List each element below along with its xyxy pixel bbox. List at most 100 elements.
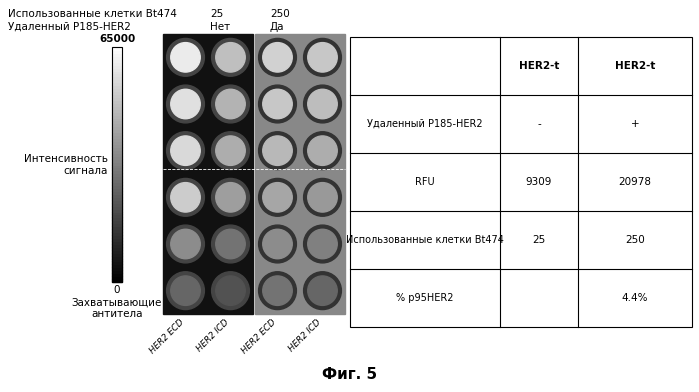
Text: HER2 ICD: HER2 ICD <box>287 318 322 354</box>
Bar <box>112 229 122 232</box>
Circle shape <box>308 183 337 212</box>
Bar <box>112 100 122 103</box>
Bar <box>112 200 122 203</box>
Circle shape <box>303 38 341 76</box>
Bar <box>112 109 122 112</box>
Circle shape <box>308 136 337 165</box>
Bar <box>112 188 122 191</box>
Bar <box>112 241 122 244</box>
Circle shape <box>308 229 337 259</box>
Bar <box>112 273 122 276</box>
Text: HER2 ECD: HER2 ECD <box>147 318 185 356</box>
Circle shape <box>263 229 292 259</box>
Circle shape <box>263 183 292 212</box>
Circle shape <box>166 225 204 263</box>
Circle shape <box>212 225 250 263</box>
Bar <box>112 150 122 153</box>
Circle shape <box>171 229 200 259</box>
Text: Захватывающие: Захватывающие <box>72 298 162 308</box>
Circle shape <box>259 178 296 216</box>
Text: 25: 25 <box>533 235 546 245</box>
Circle shape <box>259 85 296 123</box>
Circle shape <box>216 136 245 165</box>
Circle shape <box>166 85 204 123</box>
Bar <box>112 56 122 59</box>
Bar <box>112 132 122 135</box>
Bar <box>112 209 122 212</box>
Bar <box>112 123 122 126</box>
Circle shape <box>166 178 204 216</box>
Circle shape <box>216 89 245 119</box>
Bar <box>112 118 122 120</box>
Circle shape <box>216 43 245 72</box>
Bar <box>112 191 122 194</box>
Bar <box>112 264 122 267</box>
Bar <box>112 138 122 141</box>
Bar <box>112 76 122 79</box>
Text: Удаленный P185-HER2: Удаленный P185-HER2 <box>367 119 483 129</box>
Text: HER2 ECD: HER2 ECD <box>240 318 278 356</box>
Bar <box>112 182 122 185</box>
Bar <box>112 203 122 206</box>
Bar <box>112 65 122 67</box>
Bar <box>112 59 122 62</box>
Bar <box>112 88 122 91</box>
Circle shape <box>263 89 292 119</box>
Text: сигнала: сигнала <box>64 165 108 176</box>
Circle shape <box>166 132 204 170</box>
Bar <box>112 173 122 176</box>
Circle shape <box>166 272 204 310</box>
Bar <box>112 126 122 129</box>
Bar <box>112 261 122 264</box>
Bar <box>112 135 122 138</box>
Bar <box>112 112 122 114</box>
Circle shape <box>212 132 250 170</box>
Bar <box>112 235 122 238</box>
Bar <box>112 153 122 156</box>
Text: -: - <box>537 119 541 129</box>
Text: 9309: 9309 <box>526 177 552 187</box>
Text: HER2-t: HER2-t <box>615 61 655 71</box>
Circle shape <box>259 38 296 76</box>
Circle shape <box>171 276 200 305</box>
Bar <box>112 165 122 167</box>
Bar <box>112 276 122 279</box>
Circle shape <box>216 276 245 305</box>
Bar <box>112 238 122 241</box>
Text: Интенсивность: Интенсивность <box>24 154 108 163</box>
Bar <box>255 34 345 314</box>
Text: % p95HER2: % p95HER2 <box>396 293 454 303</box>
Circle shape <box>259 132 296 170</box>
Bar <box>112 106 122 109</box>
Text: 25: 25 <box>210 9 223 19</box>
Bar <box>112 258 122 261</box>
Bar <box>112 176 122 179</box>
Circle shape <box>259 225 296 263</box>
Text: 65000: 65000 <box>99 34 135 44</box>
Bar <box>112 232 122 235</box>
Circle shape <box>303 132 341 170</box>
Bar <box>112 214 122 218</box>
Circle shape <box>308 43 337 72</box>
Bar <box>112 206 122 209</box>
Circle shape <box>212 178 250 216</box>
Text: HER2 ICD: HER2 ICD <box>195 318 231 354</box>
Bar <box>112 62 122 65</box>
Circle shape <box>308 276 337 305</box>
Bar <box>112 91 122 94</box>
Circle shape <box>171 183 200 212</box>
Circle shape <box>308 89 337 119</box>
Bar <box>112 47 122 50</box>
Bar <box>112 197 122 200</box>
Text: 250: 250 <box>625 235 645 245</box>
Bar <box>112 141 122 144</box>
Circle shape <box>303 225 341 263</box>
Circle shape <box>171 43 200 72</box>
Bar <box>112 226 122 229</box>
Bar <box>112 103 122 106</box>
Text: +: + <box>630 119 640 129</box>
Text: Использованные клетки Bt474: Использованные клетки Bt474 <box>8 9 177 19</box>
Circle shape <box>263 43 292 72</box>
Bar <box>112 267 122 270</box>
Bar <box>112 120 122 123</box>
